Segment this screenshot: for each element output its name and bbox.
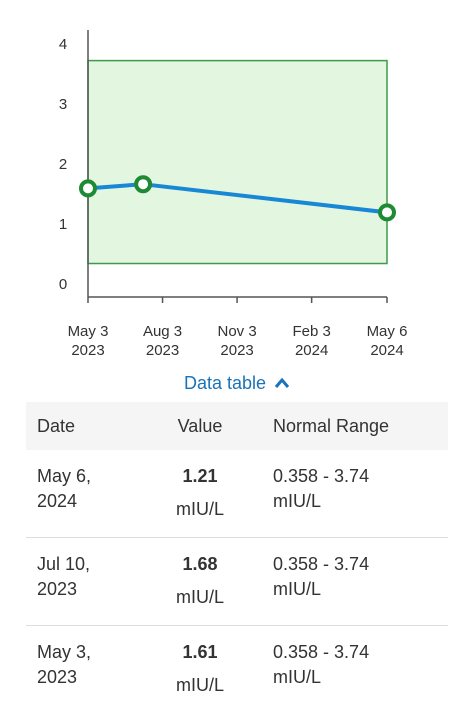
value-cell: 1.21 mIU/L	[138, 450, 262, 538]
normal-range-band	[87, 59, 388, 265]
data-point	[79, 179, 97, 198]
data-point	[134, 175, 153, 194]
x-tick-label: May 6	[367, 323, 408, 340]
y-tick-label: 2	[59, 156, 67, 173]
value: 1.68	[182, 554, 218, 574]
x-tick-label: Feb 3	[292, 323, 330, 340]
value-cell: 1.68 mIU/L	[138, 537, 262, 626]
x-tick-label: Nov 3	[218, 323, 257, 340]
date-cell: May 3, 2023	[37, 642, 92, 687]
x-tick-label: 2023	[146, 342, 179, 359]
range-unit: mIU/L	[273, 579, 322, 599]
header-cell: Value	[138, 402, 262, 450]
value-cell: 1.61 mIU/L	[138, 626, 262, 714]
table-body: May 6, 2024 1.21 mIU/L 0.358 - 3.74 mIU/L Jul…	[26, 450, 448, 713]
toggle-label: Data table	[183, 372, 267, 393]
y-tick-label: 1	[59, 216, 67, 233]
unit: mIU/L	[175, 675, 224, 695]
range-cell: 0.358 - 3.74 mIU/L	[262, 537, 448, 626]
data-table-toggle[interactable]: Data table	[0, 368, 474, 398]
data-point	[378, 203, 396, 222]
table-row: May 6, 2024 1.21 mIU/L 0.358 - 3.74 mIU/L	[26, 450, 448, 538]
chart: 0 1 2 3 4 May 3 2023 Aug 3 2023 Nov 3 2023 Feb 3 202…	[59, 30, 408, 359]
date-cell: May 6, 2024	[26, 450, 138, 538]
x-tick-label: 2023	[220, 342, 253, 359]
range-cell: 0.358 - 3.74 mIU/L	[262, 626, 448, 714]
y-tick-label: 0	[59, 276, 67, 293]
data-table: Date Value Normal Range May 6, 2024 1.21 m…	[26, 402, 448, 713]
table-row: May 3, 2023 1.61 mIU/L 0.358 - 3.74 mIU/L	[26, 626, 448, 714]
x-tick-label: 2023	[71, 342, 104, 359]
x-tick-label: Aug 3	[143, 323, 182, 340]
value: 1.21	[182, 466, 218, 486]
table-row: Jul 10, 2023 1.68 mIU/L 0.358 - 3.74 mIU/L	[26, 537, 448, 626]
unit: mIU/L	[175, 587, 224, 607]
range-unit: mIU/L	[273, 491, 322, 511]
y-tick-label: 4	[59, 36, 67, 53]
y-tick-label: 3	[59, 96, 67, 113]
x-tick-label: May 3	[68, 323, 109, 340]
table-header: Date Value Normal Range	[26, 402, 448, 450]
chevron-up-icon	[274, 377, 290, 388]
x-tick-label: 2024	[295, 342, 328, 359]
range-unit: mIU/L	[273, 667, 322, 687]
date-cell: Jul 10, 2023	[26, 537, 138, 626]
unit: mIU/L	[175, 499, 224, 519]
range: 0.358 - 3.74	[273, 642, 370, 662]
range: 0.358 - 3.74	[273, 554, 370, 574]
range: 0.358 - 3.74	[273, 466, 370, 486]
x-tick-label: 2024	[370, 342, 403, 359]
range-cell: 0.358 - 3.74 mIU/L	[262, 450, 448, 538]
value: 1.61	[182, 642, 218, 662]
header-cell: Normal Range	[262, 402, 448, 450]
header-cell: Date	[26, 402, 138, 450]
